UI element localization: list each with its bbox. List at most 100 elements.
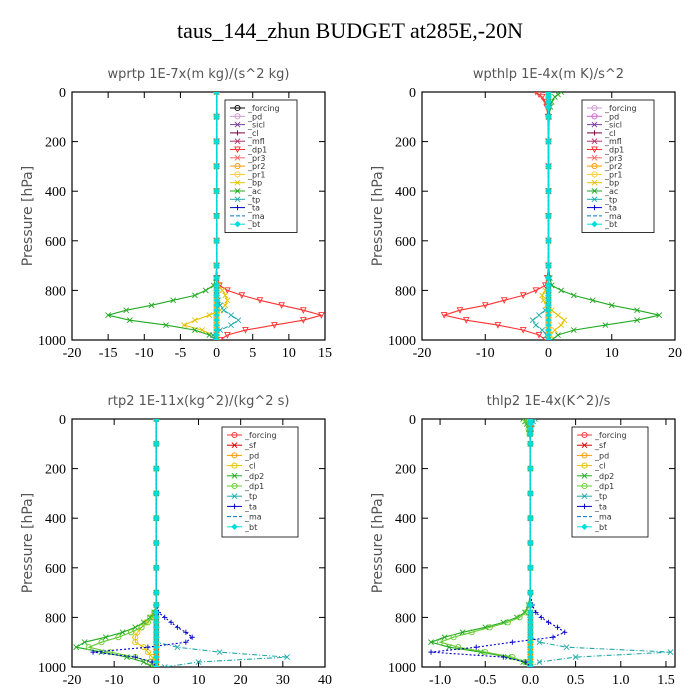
data-point-bt <box>213 113 220 121</box>
legend-marker <box>591 171 598 178</box>
panel-title: wpthlp 1E-4x(m K)/s^2 <box>473 67 624 82</box>
x-tick-label: 15 <box>318 346 332 358</box>
data-point-cl <box>132 639 139 646</box>
legend-label: _bp <box>604 179 619 188</box>
legend-marker <box>581 472 588 479</box>
legend-marker <box>591 146 598 154</box>
y-tick-label: 800 <box>395 284 416 299</box>
legend-marker <box>234 146 241 154</box>
data-point-tp <box>667 649 674 656</box>
data-point-ac <box>555 332 561 338</box>
legend-marker <box>234 171 241 178</box>
x-tick-label: -15 <box>99 346 118 358</box>
data-point-dp1 <box>482 649 489 656</box>
legend-marker <box>234 163 241 170</box>
data-point-tp <box>217 327 224 333</box>
legend-label: _pd <box>604 112 619 121</box>
series-line-dp1 <box>87 419 157 667</box>
series-line-dp1 <box>438 419 531 667</box>
data-point-ac <box>589 297 596 304</box>
legend-label: _bt <box>247 220 260 229</box>
data-point-tp <box>161 664 168 667</box>
data-point-bt <box>545 113 552 121</box>
data-point-ta <box>562 629 568 635</box>
x-tick-label: 0 <box>213 346 220 358</box>
y-axis-label: Pressure [hPa] <box>20 166 36 266</box>
y-tick-label: 0 <box>409 86 416 101</box>
legend-marker <box>234 196 241 203</box>
data-point-ac <box>570 327 577 333</box>
data-point-dp1 <box>98 639 105 646</box>
data-point-bp <box>191 317 198 324</box>
x-tick-label: 40 <box>318 673 332 685</box>
data-point-ta <box>533 609 539 616</box>
data-point-bt <box>153 564 160 572</box>
plot-area <box>105 92 325 340</box>
legend-label: _pd <box>594 451 609 460</box>
data-point-dp1 <box>468 629 475 636</box>
data-point-bp <box>181 322 187 329</box>
data-point-tp <box>532 419 538 422</box>
data-point-tp <box>284 654 290 660</box>
data-point-dp2 <box>147 614 153 621</box>
data-point-dp1 <box>500 297 508 304</box>
legend-marker <box>591 104 598 112</box>
data-point-bt <box>153 539 160 547</box>
data-point-ac <box>148 302 155 309</box>
data-point-ta <box>428 649 434 655</box>
data-point-bt <box>527 490 534 497</box>
legend-label: _pr2 <box>604 162 622 171</box>
legend-marker <box>231 452 238 459</box>
data-point-dp2 <box>119 629 126 636</box>
data-point-tp <box>216 649 223 656</box>
data-point-bt <box>213 163 220 170</box>
legend-label: _forcing <box>594 431 627 440</box>
y-tick-label: 600 <box>45 562 66 577</box>
x-tick-label: -5 <box>175 346 187 358</box>
data-point-bt <box>527 589 534 596</box>
data-point-bt <box>213 92 220 96</box>
data-point-bp <box>551 327 558 333</box>
data-point-dp1 <box>481 302 489 309</box>
data-point-bt <box>213 187 220 195</box>
legend-marker <box>591 163 598 170</box>
data-point-dp1 <box>299 317 307 324</box>
legend-label: _ta <box>244 502 257 511</box>
figure-title: taus_144_zhun BUDGET at285E,-20N <box>176 18 524 43</box>
plot-area <box>440 92 663 340</box>
data-point-dp1 <box>509 654 516 661</box>
data-point-bp <box>561 317 568 324</box>
data-point-tp <box>539 327 546 333</box>
x-tick-label: -20 <box>63 346 82 358</box>
data-point-dp1 <box>542 336 549 340</box>
data-point-bt <box>527 539 534 547</box>
data-point-dp1 <box>115 634 122 641</box>
legend-label: _ta <box>247 204 260 213</box>
data-point-tp <box>217 302 224 309</box>
data-point-bt <box>527 663 534 667</box>
y-tick-label: 1000 <box>38 661 66 676</box>
legend-label: _ma <box>604 212 622 221</box>
y-tick-label: 400 <box>45 512 66 527</box>
legend-marker <box>591 188 598 194</box>
legend-label: _mfl <box>247 137 265 146</box>
legend-label: _pd <box>247 112 262 121</box>
legend-label: _mfl <box>604 137 622 146</box>
y-axis-label: Pressure [hPa] <box>20 493 36 593</box>
data-point-bt <box>153 663 160 667</box>
y-tick-label: 200 <box>395 463 416 478</box>
legend-marker <box>581 442 588 449</box>
x-tick-label: -20 <box>413 346 432 358</box>
data-point-ac <box>602 322 609 329</box>
data-point-bt <box>213 336 220 340</box>
y-tick-label: 600 <box>45 235 66 250</box>
legend-label: _pd <box>244 451 259 460</box>
data-point-bp <box>540 297 547 304</box>
legend-marker <box>234 130 241 136</box>
legend-label: _ac <box>604 187 618 196</box>
legend-marker <box>581 431 588 439</box>
plot-area <box>73 419 290 667</box>
data-point-ac <box>656 312 663 319</box>
legend-label: _cl <box>604 129 616 138</box>
x-tick-label: -10 <box>476 346 495 358</box>
